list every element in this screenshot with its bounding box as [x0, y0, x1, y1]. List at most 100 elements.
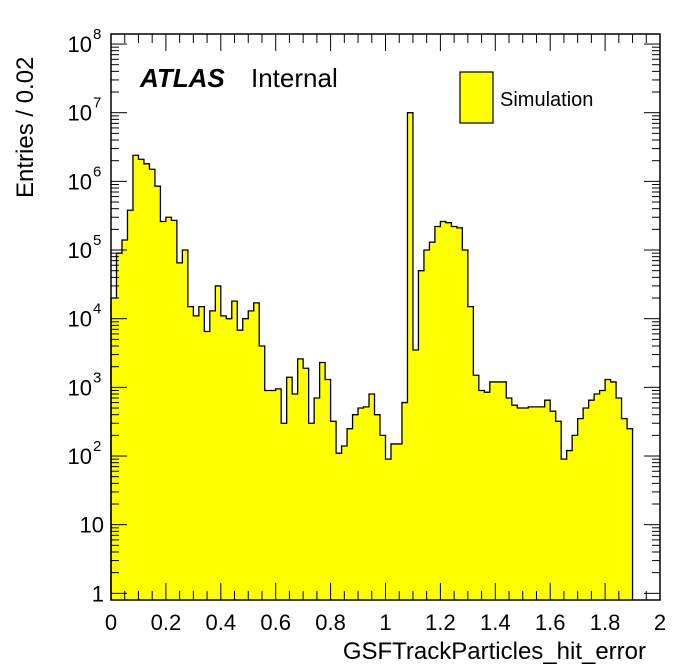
histogram-bin [369, 394, 375, 600]
y-tick-label-exponent: 8 [93, 26, 101, 43]
y-tick-label-exponent: 4 [93, 301, 101, 318]
histogram-bin [621, 418, 628, 600]
histogram-bin [550, 411, 557, 600]
histogram-bin [412, 349, 419, 600]
histogram-bin [456, 227, 463, 600]
atlas-label: ATLAS [139, 63, 225, 93]
histogram-bin [495, 381, 502, 600]
x-tick-label: 2 [654, 610, 666, 635]
histogram-bin [226, 318, 233, 600]
y-tick-label: 10 [80, 513, 104, 538]
histogram-bin [401, 402, 408, 600]
histogram-bin [484, 392, 491, 600]
histogram-bin [253, 302, 260, 600]
histogram-bin [418, 270, 425, 600]
histogram-bin [242, 318, 249, 600]
histogram-bin [467, 306, 474, 600]
histogram-bin [434, 226, 441, 600]
histogram-bin [544, 400, 551, 600]
histogram-bin [473, 375, 480, 600]
histogram-bin [286, 377, 293, 600]
histogram-bin [297, 358, 304, 600]
histogram-bin [605, 379, 611, 600]
histogram-bin [336, 453, 342, 600]
histogram-bin [325, 379, 331, 600]
histogram-bin [138, 159, 145, 600]
histogram-bin [594, 394, 601, 600]
y-tick-label: 10 [68, 375, 92, 400]
y-tick-label: 10 [68, 238, 92, 263]
legend: Simulation [459, 71, 593, 124]
histogram-bin [116, 253, 123, 600]
y-tick-label: 10 [68, 169, 92, 194]
y-tick-label-exponent: 3 [93, 369, 101, 386]
y-axis-title: Entries / 0.02 [12, 57, 39, 198]
histogram-bin [423, 250, 430, 600]
histogram-bin [237, 330, 244, 600]
histogram-bin [231, 301, 238, 600]
histogram-bin [539, 406, 546, 600]
x-tick-label: 0.2 [151, 610, 182, 635]
x-axis-title: GSFTrackParticles_hit_error [343, 638, 646, 665]
histogram-bin [627, 428, 633, 600]
histogram-bin [445, 222, 452, 600]
histogram-bin [121, 239, 128, 601]
histogram-bin [478, 390, 485, 600]
histogram-bin [319, 362, 326, 600]
histogram-bin [572, 435, 579, 600]
histogram-bin [264, 390, 271, 600]
histogram-bin [127, 210, 134, 600]
x-tick-label: 0.8 [315, 610, 346, 635]
x-tick-label: 1.8 [590, 610, 621, 635]
histogram-bin [347, 428, 353, 600]
histogram-bin [511, 405, 518, 600]
histogram-bin [132, 155, 139, 600]
histogram-bin [330, 421, 337, 600]
histogram-bin [143, 163, 150, 600]
y-tick-label: 10 [68, 444, 92, 469]
histogram-bin [171, 220, 178, 600]
histogram-bin [522, 408, 529, 600]
histogram-bin [374, 414, 381, 600]
histogram-bin [215, 285, 222, 600]
histogram-bin [204, 331, 211, 600]
histogram-bin [566, 450, 573, 600]
histogram-bin [198, 306, 205, 600]
histogram-bin [281, 423, 288, 600]
histogram-bin [358, 408, 364, 600]
histogram-bin [308, 423, 315, 600]
histogram-bars [110, 112, 634, 601]
histogram-bin [396, 443, 403, 600]
legend-label-simulation: Simulation [500, 89, 593, 111]
x-tick-label: 0.6 [260, 610, 291, 635]
x-tick-label: 1.4 [480, 610, 511, 635]
histogram-bin [462, 250, 469, 600]
histogram-bin [352, 414, 359, 600]
histogram-bin [275, 388, 282, 600]
histogram-bin [616, 397, 622, 600]
histogram-bin [506, 397, 513, 600]
y-tick-label: 1 [92, 581, 104, 606]
histogram-bin [363, 406, 370, 600]
histogram-bin [588, 400, 595, 600]
x-tick-label: 0 [105, 610, 117, 635]
histogram-bin [182, 250, 189, 600]
histogram-bin [259, 346, 266, 600]
histogram-bin [385, 459, 392, 600]
y-tick-label: 10 [68, 32, 92, 57]
histogram-bin [517, 408, 524, 600]
histogram-bin [111, 298, 117, 600]
histogram-bin [292, 394, 299, 600]
legend-swatch-simulation [459, 71, 494, 124]
x-tick-label: 1.6 [535, 610, 566, 635]
y-tick-label: 10 [68, 101, 92, 126]
histogram-bin [314, 397, 321, 600]
internal-label: Internal [251, 63, 338, 93]
y-tick-label: 10 [68, 307, 92, 332]
histogram-bin [270, 390, 277, 600]
histogram-bin [209, 310, 216, 600]
histogram-bin [489, 381, 496, 600]
histogram-bin [187, 306, 194, 600]
histogram-bin [220, 315, 227, 600]
